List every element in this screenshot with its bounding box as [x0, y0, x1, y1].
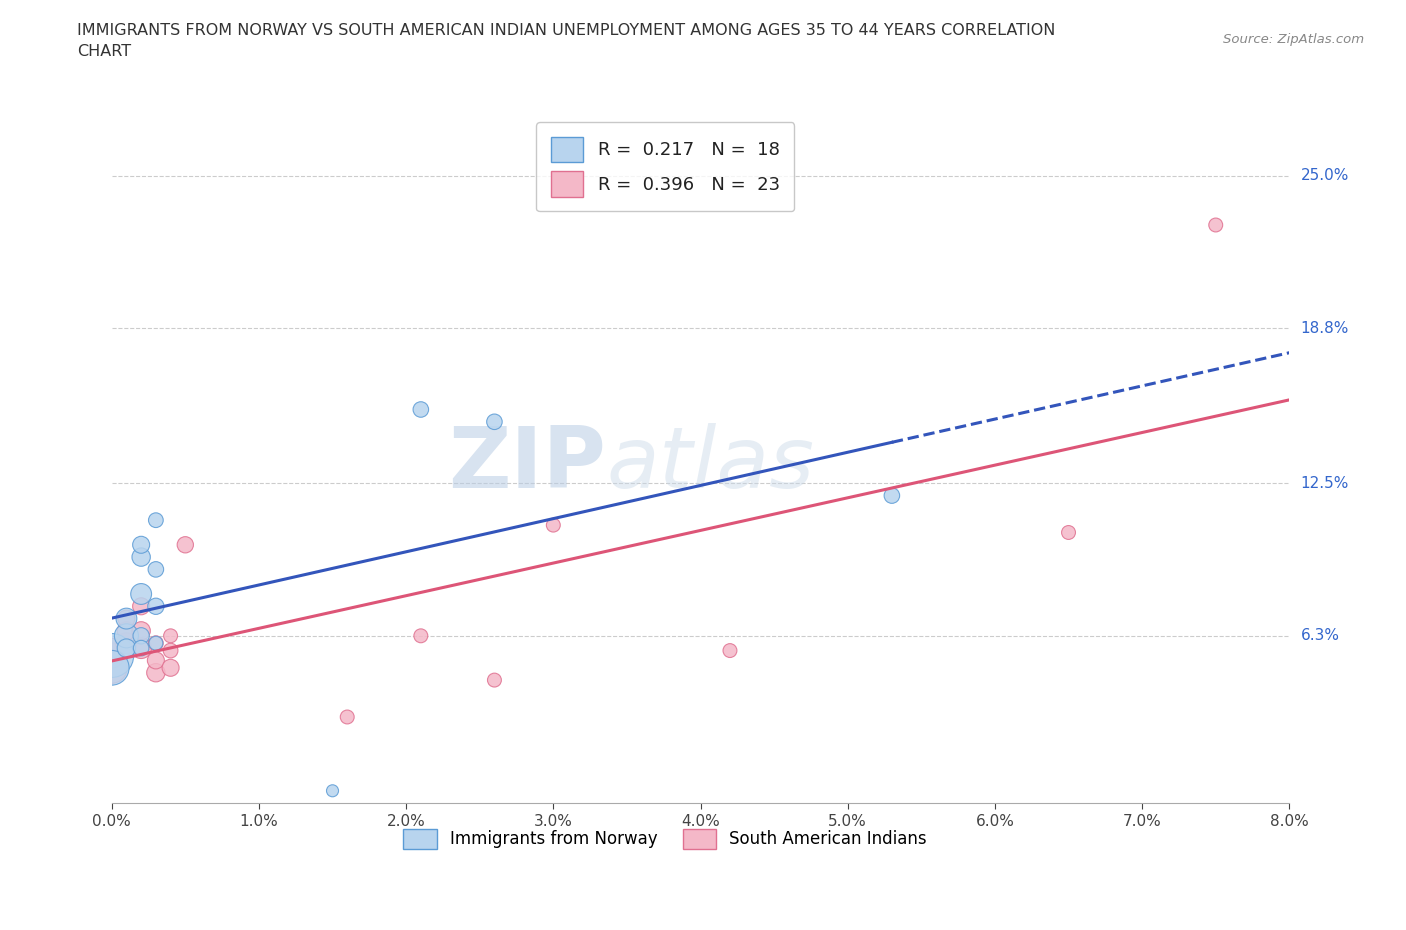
Point [409, 629, 432, 644]
Point [543, 518, 565, 533]
Point [115, 611, 138, 626]
Point [115, 636, 138, 651]
Point [159, 660, 181, 675]
Point [145, 562, 167, 577]
Point [115, 623, 138, 638]
Point [145, 636, 167, 651]
Text: Source: ZipAtlas.com: Source: ZipAtlas.com [1223, 33, 1364, 46]
Point [1205, 218, 1227, 232]
Point [484, 415, 506, 430]
Point [145, 653, 167, 668]
Text: ZIP: ZIP [449, 423, 606, 506]
Point [115, 611, 138, 626]
Point [100, 648, 122, 663]
Text: IMMIGRANTS FROM NORWAY VS SOUTH AMERICAN INDIAN UNEMPLOYMENT AMONG AGES 35 TO 44: IMMIGRANTS FROM NORWAY VS SOUTH AMERICAN… [77, 23, 1056, 60]
Point [174, 538, 197, 552]
Point [129, 550, 152, 565]
Point [100, 641, 122, 656]
Text: 12.5%: 12.5% [1301, 476, 1348, 491]
Point [115, 629, 138, 644]
Point [1057, 525, 1080, 540]
Point [129, 599, 152, 614]
Point [880, 488, 903, 503]
Legend: Immigrants from Norway, South American Indians: Immigrants from Norway, South American I… [396, 822, 934, 856]
Point [336, 710, 359, 724]
Point [129, 538, 152, 552]
Point [129, 641, 152, 656]
Point [129, 641, 152, 656]
Point [145, 599, 167, 614]
Text: 25.0%: 25.0% [1301, 168, 1348, 183]
Point [159, 644, 181, 658]
Text: 6.3%: 6.3% [1301, 629, 1340, 644]
Text: atlas: atlas [606, 423, 814, 506]
Point [115, 641, 138, 656]
Point [100, 660, 122, 675]
Point [409, 402, 432, 417]
Point [718, 644, 741, 658]
Point [159, 629, 181, 644]
Point [100, 660, 122, 675]
Point [484, 672, 506, 687]
Point [129, 623, 152, 638]
Point [145, 665, 167, 680]
Point [321, 783, 343, 798]
Point [129, 629, 152, 644]
Point [129, 587, 152, 602]
Point [100, 648, 122, 663]
Text: 18.8%: 18.8% [1301, 321, 1348, 336]
Point [145, 512, 167, 527]
Point [145, 636, 167, 651]
